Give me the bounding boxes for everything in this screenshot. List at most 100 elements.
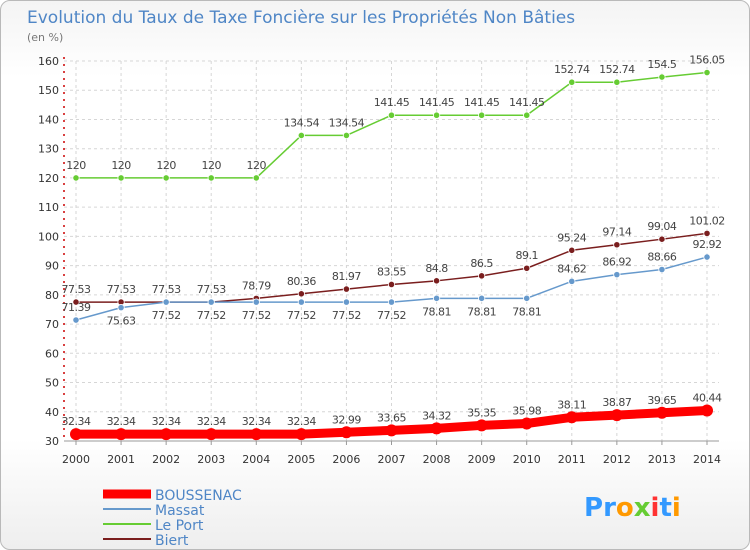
data-label: 84.62 [557, 262, 586, 275]
data-point [115, 428, 128, 441]
data-point [703, 253, 711, 261]
data-point [387, 111, 396, 119]
x-tick-label: 2006 [332, 453, 360, 466]
data-point [297, 298, 305, 306]
data-label: 120 [66, 159, 86, 172]
data-label: 75.63 [107, 315, 136, 328]
data-label: 38.11 [557, 398, 586, 411]
data-label: 77.52 [377, 309, 406, 322]
logo-letter: t [659, 493, 671, 523]
data-point [523, 264, 531, 272]
data-label: 32.34 [152, 415, 181, 428]
x-tick-label: 2010 [513, 453, 541, 466]
y-tick-label: 130 [38, 143, 59, 156]
data-label: 77.53 [197, 283, 226, 296]
unit-label: (en %) [27, 31, 63, 44]
data-point [701, 404, 713, 417]
data-label: 32.34 [197, 415, 226, 428]
value-labels: 32.34 32.34 32.34 32.34 32.34 32.34 32.99 33.65… [62, 54, 726, 429]
logo-letter: r [603, 493, 616, 523]
x-tick-label: 2002 [152, 453, 180, 466]
series-layer [70, 68, 713, 441]
data-point [117, 304, 125, 312]
x-tick-label: 2007 [378, 453, 406, 466]
data-label: 97.14 [602, 226, 631, 239]
data-point [610, 409, 623, 422]
data-point [72, 298, 80, 306]
data-point [613, 271, 621, 279]
data-point [432, 294, 441, 302]
data-point [72, 174, 80, 182]
data-point [613, 78, 621, 86]
data-point [432, 111, 441, 119]
data-label: 77.52 [332, 309, 361, 322]
data-label: 38.87 [602, 396, 631, 409]
data-point [568, 78, 576, 86]
data-point [342, 131, 351, 140]
data-label: 78.81 [422, 305, 451, 318]
data-point [72, 316, 80, 324]
data-label: 78.81 [512, 305, 541, 318]
data-label: 101.02 [689, 214, 725, 227]
data-point [295, 428, 308, 441]
data-point [387, 298, 396, 306]
data-label: 154.5 [647, 58, 676, 71]
logo-letter: i [672, 493, 681, 523]
data-label: 120 [156, 159, 176, 172]
data-point [658, 265, 666, 274]
data-label: 141.45 [419, 96, 455, 109]
x-tick-label: 2000 [62, 453, 90, 466]
data-point [207, 298, 215, 306]
data-label: 32.34 [62, 415, 91, 428]
data-point [387, 280, 396, 289]
data-point [340, 426, 353, 439]
y-tick-label: 140 [38, 113, 59, 126]
x-tick-label: 2013 [648, 453, 676, 466]
data-point [432, 277, 441, 285]
data-label: 35.98 [512, 405, 541, 418]
data-point [160, 428, 173, 441]
data-point [568, 277, 576, 285]
x-tick-label: 2003 [197, 453, 225, 466]
data-point [475, 419, 488, 432]
data-point [478, 294, 486, 302]
y-tick-label: 80 [45, 289, 59, 302]
data-point [252, 174, 260, 182]
data-point [297, 131, 305, 140]
data-point [252, 298, 260, 306]
data-label: 33.65 [377, 411, 406, 424]
logo-letter: P [584, 493, 603, 523]
data-label: 134.54 [284, 116, 320, 129]
data-label: 80.36 [287, 275, 316, 288]
data-label: 141.45 [464, 96, 500, 109]
data-point [520, 417, 533, 430]
data-point [250, 428, 263, 441]
data-point [117, 174, 125, 182]
data-point [297, 290, 305, 298]
data-label: 92.92 [693, 238, 722, 251]
data-label: 120 [111, 159, 131, 172]
data-label: 156.05 [689, 54, 725, 67]
data-point [342, 298, 351, 306]
data-label: 89.1 [515, 249, 538, 262]
x-tick-label: 2008 [423, 453, 451, 466]
y-tick-label: 100 [38, 230, 59, 243]
data-point [478, 272, 486, 280]
data-point [565, 411, 578, 424]
data-label: 34.32 [422, 409, 451, 422]
data-point [658, 235, 666, 243]
data-point [568, 246, 576, 254]
data-point [430, 422, 443, 435]
x-tick-label: 2005 [287, 453, 315, 466]
x-tick-label: 2004 [242, 453, 270, 466]
x-tick-label: 2012 [603, 453, 631, 466]
data-point [205, 428, 218, 441]
data-label: 77.52 [287, 309, 316, 322]
data-label: 78.79 [242, 279, 271, 292]
y-tick-label: 70 [45, 318, 59, 331]
data-label: 32.34 [242, 415, 271, 428]
x-tick-label: 2001 [107, 453, 135, 466]
data-label: 77.53 [152, 283, 181, 296]
data-point [523, 294, 531, 302]
